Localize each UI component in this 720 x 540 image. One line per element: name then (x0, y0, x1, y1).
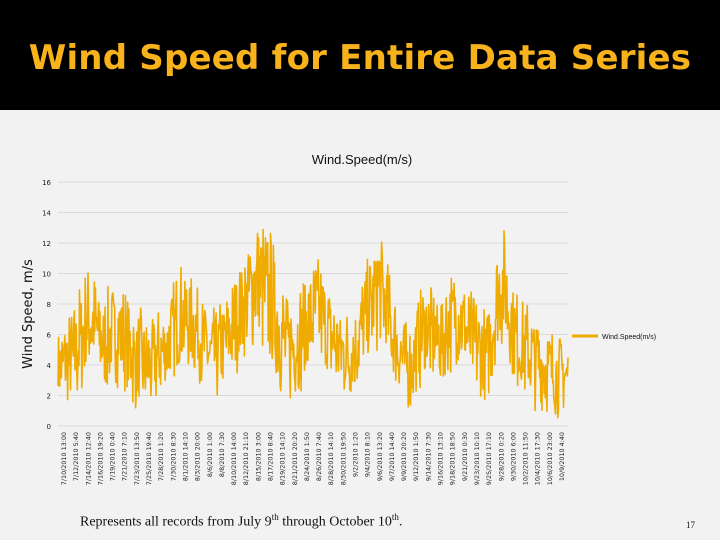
y-tick-label: 10 (42, 271, 51, 279)
x-tick-label: 8/15/2010 3:00 (254, 432, 262, 481)
footnote-suffix: . (398, 514, 403, 530)
chart-title: Wind.Speed(m/s) (312, 152, 412, 167)
x-tick-label: 9/25/2010 17:10 (485, 432, 493, 485)
x-tick-label: 8/6/2010 1:00 (206, 432, 214, 477)
x-tick-label: 8/30/2010 19:50 (339, 432, 347, 485)
x-tick-label: 9/30/2010 6:00 (509, 432, 517, 481)
legend-label: Wind.Speed(m/s) (602, 334, 656, 341)
x-tick-label: 7/14/2010 12:40 (84, 432, 92, 485)
x-tick-label: 9/18/2010 18:50 (449, 432, 457, 485)
footnote: Represents all records from July 9th thr… (80, 512, 402, 531)
x-tick-label: 7/25/2010 19:40 (145, 432, 153, 485)
x-tick-label: 10/9/2010 4:40 (558, 432, 566, 481)
slide-title: Wind Speed for Entire Data Series (28, 38, 692, 78)
x-tick-label: 7/19/2010 0:40 (109, 432, 117, 481)
footnote-prefix: Represents all records from July 9 (80, 514, 272, 530)
x-tick-label: 9/7/2010 14:40 (388, 432, 396, 481)
x-tick-label: 10/4/2010 17:30 (534, 432, 542, 485)
x-tick-label: 8/10/2010 14:00 (230, 432, 238, 485)
x-tick-label: 9/2/2010 1:20 (352, 432, 360, 477)
x-tick-label: 8/8/2010 7:30 (218, 432, 226, 477)
x-tick-label: 7/30/2010 8:30 (169, 432, 177, 481)
y-tick-label: 0 (47, 423, 51, 431)
wind-speed-chart: Wind.Speed(m/s) Wind Speed, m/s 0 2 4 6 8 10 1… (21, 152, 656, 485)
x-tick-label: 7/10/2010 13:00 (60, 432, 68, 485)
x-tick-label: 10/6/2010 23:00 (546, 432, 554, 485)
x-tick-label: 8/3/2010 20:00 (194, 432, 202, 481)
x-tick-label: 10/2/2010 11:50 (522, 432, 530, 485)
x-tick-label: 9/21/2010 0:30 (461, 432, 469, 481)
x-tick-label: 9/16/2010 13:10 (437, 432, 445, 485)
x-tick-label: 8/28/2010 14:10 (327, 432, 335, 485)
page-number: 17 (686, 520, 695, 530)
series-line-wind-speed (57, 228, 569, 419)
x-tick-label: 8/26/2010 7:40 (315, 432, 323, 481)
footnote-sup-1: th (271, 512, 279, 522)
x-tick-label: 7/23/2010 13:50 (133, 432, 141, 485)
x-tick-label: 8/19/2010 14:10 (279, 432, 287, 485)
x-tick-label: 8/17/2010 8:40 (266, 432, 274, 481)
y-tick-label: 2 (47, 393, 51, 401)
y-axis-label: Wind Speed, m/s (21, 259, 36, 369)
x-tick-label: 9/14/2010 7:30 (424, 432, 432, 481)
x-tick-label: 9/6/2010 13:20 (376, 432, 384, 481)
x-tick-label: 7/12/2010 5:40 (72, 432, 80, 481)
y-tick-label: 16 (42, 179, 51, 187)
x-tick-label: 9/12/2010 1:50 (412, 432, 420, 481)
y-tick-label: 12 (42, 240, 51, 248)
x-tick-label: 7/21/2010 7:10 (121, 432, 129, 481)
x-tick-label: 7/28/2010 1:20 (157, 432, 165, 481)
x-tick-label: 8/12/2010 21:10 (242, 432, 250, 485)
x-tick-label: 9/4/2010 8:10 (364, 432, 372, 477)
x-tick-label: 9/28/2010 0:20 (497, 432, 505, 481)
y-tick-label: 14 (42, 210, 51, 218)
x-tick-label: 8/21/2010 20:20 (291, 432, 299, 485)
series-layer (57, 228, 569, 419)
x-tick-label: 9/9/2010 20:20 (400, 432, 408, 481)
x-tick-label: 8/1/2010 14:10 (181, 432, 189, 481)
y-tick-label: 4 (47, 362, 52, 370)
y-tick-labels: 0 2 4 6 8 10 12 14 16 (42, 179, 51, 431)
x-tick-label: 8/24/2010 1:50 (303, 432, 311, 481)
y-tick-label: 8 (47, 301, 51, 309)
x-tick-label: 9/23/2010 10:10 (473, 432, 481, 485)
x-tick-labels: 7/10/2010 13:00 7/12/2010 5:40 7/14/2010 1… (60, 432, 566, 485)
footnote-mid: through October 10 (278, 514, 392, 530)
x-tick-label: 7/16/2010 19:20 (96, 432, 104, 485)
footnote-sup-2: th (391, 512, 399, 522)
legend: Wind.Speed(m/s) (572, 334, 656, 341)
y-tick-label: 6 (47, 332, 52, 340)
title-band (0, 0, 720, 110)
